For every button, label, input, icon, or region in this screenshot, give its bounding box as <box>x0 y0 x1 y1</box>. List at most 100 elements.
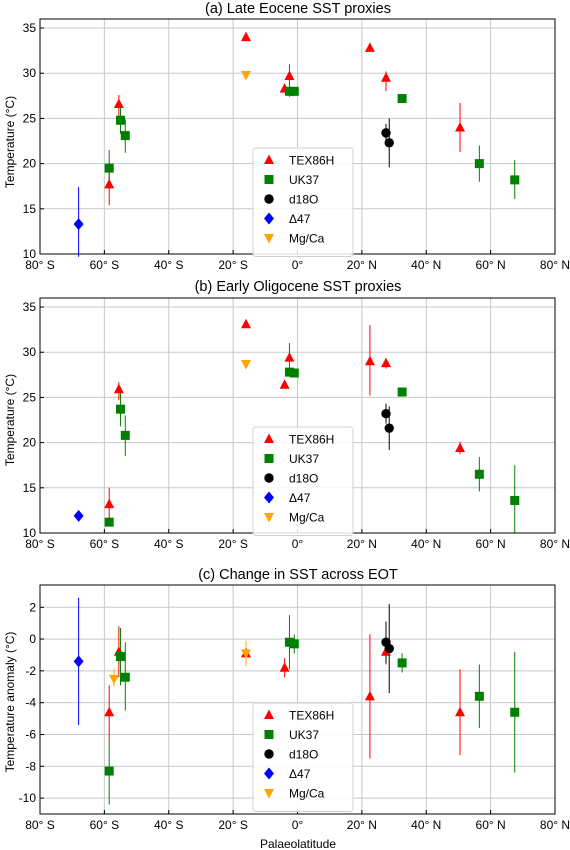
point-uk37 <box>115 115 125 125</box>
legend-marker-d18o <box>264 473 274 483</box>
point-uk37 <box>115 652 125 662</box>
legend-label-mg-ca: Mg/Ca <box>289 787 325 801</box>
point-d18o <box>381 408 391 419</box>
x-tick-label: 80° S <box>25 818 54 832</box>
point-tex86h <box>279 379 290 389</box>
x-tick-label: 20° N <box>347 818 377 832</box>
point-tex86h <box>241 318 251 329</box>
y-tick-label: -4 <box>25 696 36 710</box>
y-tick-label: 10 <box>23 247 37 261</box>
x-tick-label: 40° N <box>411 537 441 551</box>
point-tex86h <box>113 383 124 394</box>
y-tick-label: 30 <box>23 345 37 359</box>
x-tick-label: 20° N <box>347 537 377 551</box>
point-tex86h <box>279 662 290 672</box>
legend-label-d18o: d18O <box>289 472 318 486</box>
point-tex86h <box>364 42 375 52</box>
x-tick-label: 40° S <box>154 537 183 551</box>
point-uk37 <box>397 658 407 668</box>
x-tick-label: 80° N <box>540 258 570 272</box>
point-tex86h <box>455 121 466 132</box>
point-tex86h <box>284 70 295 80</box>
x-tick-label: 20° N <box>347 258 377 272</box>
point-uk37 <box>474 691 484 701</box>
y-tick-label: -6 <box>25 727 36 741</box>
point-d18o <box>384 138 394 148</box>
legend-box <box>252 147 354 257</box>
point-uk37 <box>120 430 130 440</box>
point-tex86h <box>284 352 295 362</box>
panel-a-title: (a) Late Eocene SST proxies <box>205 1 391 17</box>
legend-marker-delta47 <box>264 212 274 225</box>
point-d18o <box>381 128 391 138</box>
point-uk37 <box>284 367 294 377</box>
point-mg-ca <box>241 649 251 659</box>
legend-label-uk37: UK37 <box>289 173 319 187</box>
legend-marker-uk37 <box>264 730 274 739</box>
y-tick-label: -8 <box>25 759 36 773</box>
point-uk37 <box>474 469 484 479</box>
point-uk37 <box>510 495 520 505</box>
legend-marker-delta47 <box>264 491 274 504</box>
y-tick-label: 30 <box>23 66 37 80</box>
legend-marker-uk37 <box>264 454 274 463</box>
x-tick-label: 40° S <box>154 258 183 272</box>
y-tick-label: 2 <box>29 600 36 614</box>
legend-marker-uk37 <box>264 175 274 184</box>
panel-c-ylabel: Temperature anomaly (°C) <box>3 632 17 773</box>
panel-c: (c) Change in SST across EOT Temperature… <box>3 567 570 832</box>
x-tick-label: 60° S <box>90 258 119 272</box>
legend-label-d18o: d18O <box>289 748 318 762</box>
legend-label-mg-ca: Mg/Ca <box>289 232 325 246</box>
legend-marker-d18o <box>264 749 274 759</box>
point-delta47 <box>73 655 84 668</box>
point-delta47 <box>73 218 84 231</box>
x-tick-label: 20° S <box>218 537 247 551</box>
point-tex86h <box>364 355 375 366</box>
point-uk37 <box>104 766 114 776</box>
x-tick-label: 0° <box>292 537 304 551</box>
legend-label-tex86h: TEX86H <box>289 154 334 168</box>
point-uk37 <box>104 163 114 173</box>
point-tex86h <box>104 498 115 509</box>
point-uk37 <box>104 517 114 527</box>
x-axis-label: Palaeolatitude <box>260 837 336 850</box>
y-tick-label: 15 <box>23 481 37 495</box>
point-mg-ca <box>109 674 120 685</box>
x-tick-label: 60° S <box>90 818 119 832</box>
point-tex86h <box>104 178 115 189</box>
y-tick-label: -10 <box>19 791 37 805</box>
x-tick-label: 20° S <box>218 818 247 832</box>
panel-a-ylabel: Temperature (°C) <box>3 96 17 188</box>
x-tick-label: 40° N <box>411 258 441 272</box>
x-tick-label: 0° <box>292 818 304 832</box>
point-tex86h <box>104 706 115 717</box>
point-uk37 <box>289 639 299 649</box>
point-tex86h <box>381 357 392 368</box>
y-tick-label: 10 <box>23 526 37 540</box>
panel-b-ylabel: Temperature (°C) <box>3 374 17 466</box>
y-tick-label: 25 <box>23 111 37 125</box>
y-tick-label: 35 <box>23 21 37 35</box>
legend-label-delta47: Δ47 <box>289 767 311 781</box>
legend-label-uk37: UK37 <box>289 728 319 742</box>
point-d18o <box>384 643 394 654</box>
legend-marker-mg-ca <box>264 234 274 244</box>
point-uk37 <box>289 368 299 378</box>
y-tick-label: 20 <box>23 157 37 171</box>
point-uk37 <box>289 86 299 96</box>
y-tick-label: 35 <box>23 300 37 314</box>
panel-b-title: (b) Early Oligocene SST proxies <box>195 279 402 295</box>
panel-c-title: (c) Change in SST across EOT <box>198 567 398 583</box>
y-tick-label: 25 <box>23 390 37 404</box>
point-tex86h <box>364 690 375 701</box>
legend-box <box>252 702 354 812</box>
x-tick-label: 80° N <box>540 818 570 832</box>
x-tick-label: 80° N <box>540 537 570 551</box>
legend-marker-tex86h <box>264 154 274 164</box>
legend-box <box>252 426 354 536</box>
legend-label-tex86h: TEX86H <box>289 709 334 723</box>
legend-marker-tex86h <box>264 709 274 719</box>
legend-label-mg-ca: Mg/Ca <box>289 511 325 525</box>
